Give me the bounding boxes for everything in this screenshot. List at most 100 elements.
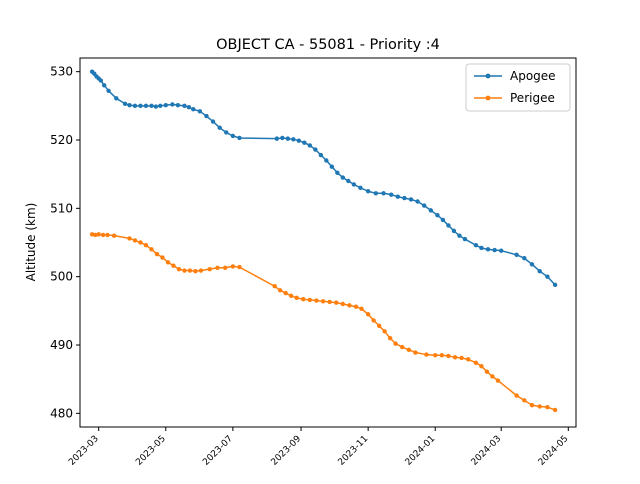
perigee-point: [376, 323, 382, 329]
perigee-point: [307, 297, 313, 303]
perigee-point: [171, 263, 176, 268]
apogee-point: [422, 203, 427, 208]
apogee-point: [440, 217, 446, 223]
perigee-point: [433, 353, 438, 358]
perigee-point: [413, 350, 418, 355]
perigee-point: [371, 318, 376, 323]
y-tick-label: 500: [50, 270, 73, 284]
apogee-point: [132, 103, 138, 109]
perigee-line: [91, 233, 556, 411]
perigee-point: [277, 288, 283, 293]
perigee-point: [176, 266, 182, 272]
legend: Apogee Perigee: [465, 63, 571, 112]
perigee-point: [320, 299, 326, 304]
y-tick-label: 520: [50, 133, 73, 147]
apogee-point: [485, 247, 491, 252]
apogee-point: [457, 233, 462, 238]
apogee-point: [313, 147, 318, 152]
apogee-point: [446, 223, 451, 228]
perigee-point: [473, 360, 479, 365]
legend-apogee-label: Apogee: [510, 69, 556, 83]
perigee-point: [552, 407, 558, 413]
perigee-point: [154, 251, 160, 257]
apogee-point: [335, 170, 340, 175]
apogee-point: [545, 274, 550, 279]
apogee-point: [473, 243, 479, 248]
apogee-point: [402, 195, 407, 201]
perigee-point: [230, 264, 236, 269]
apogee-point: [237, 135, 242, 141]
perigee-point: [165, 260, 171, 265]
perigee-point: [222, 265, 228, 270]
perigee-point: [400, 344, 405, 350]
x-tick-label: 2023-11: [337, 434, 371, 468]
perigee-point: [193, 269, 198, 274]
apogee-point: [522, 256, 527, 261]
x-tick-label: 2023-09: [270, 434, 304, 468]
perigee-point: [198, 268, 204, 273]
perigee-point: [537, 404, 542, 409]
x-tick-label: 2023-03: [67, 434, 101, 468]
plot-frame: [79, 57, 577, 428]
apogee-point: [191, 107, 196, 112]
perigee-point: [143, 243, 149, 248]
apogee-point: [210, 119, 216, 124]
apogee-point: [170, 102, 175, 107]
apogee-point: [274, 136, 280, 141]
perigee-point: [237, 264, 242, 270]
perigee-point: [187, 268, 193, 273]
apogee-point: [346, 178, 351, 184]
legend-perigee-label: Perigee: [510, 91, 555, 105]
apogee-point: [499, 248, 504, 253]
perigee-point: [105, 232, 110, 238]
y-tick-label: 490: [50, 338, 73, 352]
perigee-point: [294, 295, 299, 301]
apogee-point: [204, 113, 209, 119]
apogee-point: [408, 197, 414, 202]
perigee-point: [127, 236, 132, 241]
perigee-point: [490, 374, 495, 379]
apogee-point: [197, 109, 203, 114]
y-tick-label: 480: [50, 406, 73, 420]
x-tick-label: 2023-07: [201, 434, 235, 468]
apogee-point: [329, 164, 335, 169]
apogee-point: [122, 101, 128, 106]
apogee-point: [307, 143, 313, 148]
perigee-point: [459, 355, 464, 361]
perigee-point: [452, 355, 458, 360]
apogee-point: [186, 105, 192, 110]
apogee-point: [175, 102, 181, 108]
perigee-point: [514, 393, 519, 398]
perigee-point: [160, 255, 165, 260]
apogee-point: [381, 191, 386, 196]
perigee-point: [387, 335, 393, 341]
apogee-point: [101, 83, 107, 88]
apogee-point: [98, 78, 104, 83]
apogee-point: [302, 140, 307, 145]
perigee-point: [314, 298, 319, 303]
perigee-point: [446, 353, 451, 359]
apogee-point: [153, 104, 159, 109]
apogee-point: [340, 175, 346, 180]
perigee-point: [495, 378, 501, 383]
perigee-point: [96, 232, 101, 237]
perigee-point: [327, 299, 332, 305]
apogee-point: [149, 103, 154, 109]
x-tick-label: 2024-05: [537, 434, 571, 468]
x-tick-label: 2024-03: [470, 434, 504, 468]
perigee-point: [283, 290, 288, 296]
perigee-point: [545, 404, 550, 410]
apogee-point: [462, 236, 468, 242]
apogee-point: [106, 88, 111, 94]
apogee-point: [138, 103, 143, 109]
apogee-point: [182, 103, 187, 109]
apogee-point: [114, 96, 119, 101]
apogee-point: [514, 252, 519, 257]
perigee-point: [207, 266, 212, 272]
y-tick-label: 530: [50, 65, 73, 79]
perigee-point: [347, 303, 352, 308]
perigee-point: [100, 232, 106, 238]
perigee-point: [484, 369, 490, 374]
apogee-point: [296, 138, 302, 143]
